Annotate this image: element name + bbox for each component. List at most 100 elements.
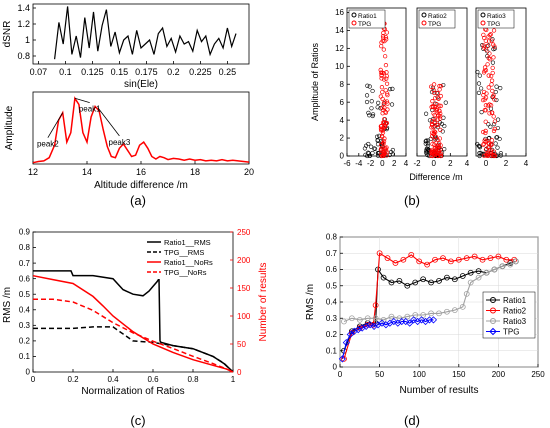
d-point-ratio1 bbox=[412, 279, 419, 286]
b-tpg-point bbox=[490, 70, 495, 76]
b-ratio-point bbox=[389, 102, 395, 107]
b-tpg-point bbox=[482, 65, 488, 70]
d-xtick-label: 200 bbox=[492, 370, 506, 379]
d-point-ratio3 bbox=[428, 310, 434, 317]
b-tpg-point bbox=[489, 78, 495, 83]
chart-a-bottom: 12 14 16 18 20 peak1 peak2 peak3 Altitude differ… bbox=[4, 91, 254, 191]
b-ratio-point bbox=[370, 150, 375, 156]
b-xtick-label: 4 bbox=[404, 159, 409, 168]
b-ratio-point bbox=[433, 137, 438, 142]
a2-xtick-label: 16 bbox=[136, 167, 146, 177]
b-tpg-point bbox=[384, 81, 390, 86]
d-ylabel: RMS /m bbox=[305, 284, 316, 320]
d-point-ratio3 bbox=[451, 307, 458, 314]
b-tpg-point bbox=[384, 99, 390, 104]
c-series-ratio1-rms bbox=[33, 270, 234, 373]
b-ratio-point bbox=[370, 113, 375, 119]
b-tpg-point bbox=[489, 110, 494, 115]
d-point-ratio3 bbox=[388, 313, 395, 320]
d-point-ratio1 bbox=[428, 279, 434, 286]
d-point-ratio1 bbox=[436, 277, 442, 284]
b-tpg-point bbox=[491, 114, 496, 119]
chart-d: 0 50 100 150 200 250 0 0.1 0.2 0.3 0.4 0.5 0.6 0.7 0.8… bbox=[305, 233, 545, 396]
b-ratio-point bbox=[442, 123, 447, 129]
b-tpg-point bbox=[487, 111, 492, 116]
b-xtick-label: 4 bbox=[524, 159, 529, 168]
a1-ytick-label: 1.2 bbox=[17, 19, 30, 29]
b-tpg-point bbox=[380, 128, 385, 133]
b-xtick-label: 2 bbox=[504, 159, 509, 168]
b-tpg-point bbox=[434, 108, 440, 113]
b-ratio-point bbox=[376, 150, 381, 156]
d-point-ratio2 bbox=[384, 255, 391, 262]
b-ratio-point bbox=[443, 100, 448, 105]
b-subplot-frame bbox=[416, 7, 468, 157]
d-legend-label: Ratio3 bbox=[503, 317, 527, 326]
d-point-ratio3 bbox=[348, 315, 355, 322]
d-xtick-label: 100 bbox=[413, 370, 427, 379]
a1-xlabel: sin(Ele) bbox=[124, 79, 158, 90]
d-point-tpg bbox=[429, 316, 438, 324]
b-tpg-point bbox=[489, 138, 495, 143]
b-tpg-point bbox=[438, 127, 443, 133]
b-ratio-point bbox=[423, 139, 428, 144]
b-tpg-point bbox=[382, 54, 388, 59]
b-tpg-point bbox=[481, 70, 487, 75]
d-point-ratio1 bbox=[467, 269, 474, 276]
a1-xtick-label: 0.125 bbox=[81, 67, 104, 77]
b-tpg-point bbox=[491, 93, 496, 98]
b-ratio-point bbox=[423, 111, 429, 116]
b-legend-tpg-marker bbox=[351, 20, 357, 26]
c-series-ratio1-nors bbox=[32, 274, 234, 373]
b-tpg-point bbox=[492, 119, 498, 124]
b-tpg-point bbox=[487, 39, 492, 44]
b-tpg-point bbox=[382, 136, 387, 141]
a1-xtick-label: 0.15 bbox=[111, 67, 129, 77]
b-tpg-point bbox=[487, 51, 492, 56]
d-ytick-label: 0.8 bbox=[326, 233, 338, 242]
c-y2tick-label: 150 bbox=[237, 284, 251, 293]
b-ratio-point bbox=[479, 109, 484, 115]
b-ratio-point bbox=[370, 88, 375, 94]
b-ytick-label: 8 bbox=[340, 80, 345, 89]
b-tpg-point bbox=[488, 142, 494, 148]
a2-xlabel: Altitude difference /m bbox=[94, 180, 188, 191]
b-ratio-point bbox=[375, 105, 380, 110]
b-ratio-point bbox=[425, 143, 430, 148]
c-ytick-label: 0.7 bbox=[19, 259, 31, 268]
b-ytick-label: 14 bbox=[335, 26, 344, 35]
a1-xtick-label: 0.175 bbox=[135, 67, 158, 77]
b-ratio-point bbox=[367, 153, 372, 159]
b-ratio-point bbox=[368, 144, 374, 149]
b-tpg-point bbox=[435, 117, 440, 122]
b-tpg-point bbox=[378, 70, 384, 75]
b-tpg-point bbox=[482, 97, 487, 102]
b-ytick-label: 2 bbox=[340, 134, 345, 143]
b-tpg-point bbox=[437, 103, 442, 108]
b-ytick-label: 16 bbox=[335, 8, 344, 17]
b-ratio-point bbox=[490, 60, 496, 65]
b-tpg-point bbox=[379, 73, 384, 78]
b-ratio-point bbox=[362, 146, 368, 151]
d-point-ratio3 bbox=[459, 303, 466, 310]
b-legend-ratio-marker bbox=[421, 12, 427, 18]
d-ytick-label: 0.4 bbox=[326, 298, 338, 307]
c-ytick-label: 0.5 bbox=[19, 290, 31, 299]
c-ytick-label: 0.9 bbox=[19, 228, 31, 237]
d-point-ratio1 bbox=[404, 282, 411, 289]
d-point-ratio1 bbox=[420, 276, 427, 283]
b-tpg-point bbox=[429, 147, 435, 153]
b-ratio-point bbox=[494, 135, 500, 140]
b-ytick-label: 6 bbox=[340, 98, 345, 107]
b-xtick-label: -4 bbox=[355, 159, 363, 168]
b-tpg-point bbox=[491, 42, 496, 47]
c-y2tick-label: 200 bbox=[237, 256, 251, 265]
c-legend-label: TPG__RMS bbox=[164, 248, 204, 257]
c-ytick-label: 0.2 bbox=[19, 337, 31, 346]
a2-amplitude-line bbox=[32, 96, 250, 164]
b-tpg-point bbox=[379, 76, 384, 81]
b-ratio-point bbox=[372, 146, 377, 151]
b-xtick-label: 0 bbox=[380, 159, 385, 168]
b-tpg-point bbox=[429, 121, 435, 127]
